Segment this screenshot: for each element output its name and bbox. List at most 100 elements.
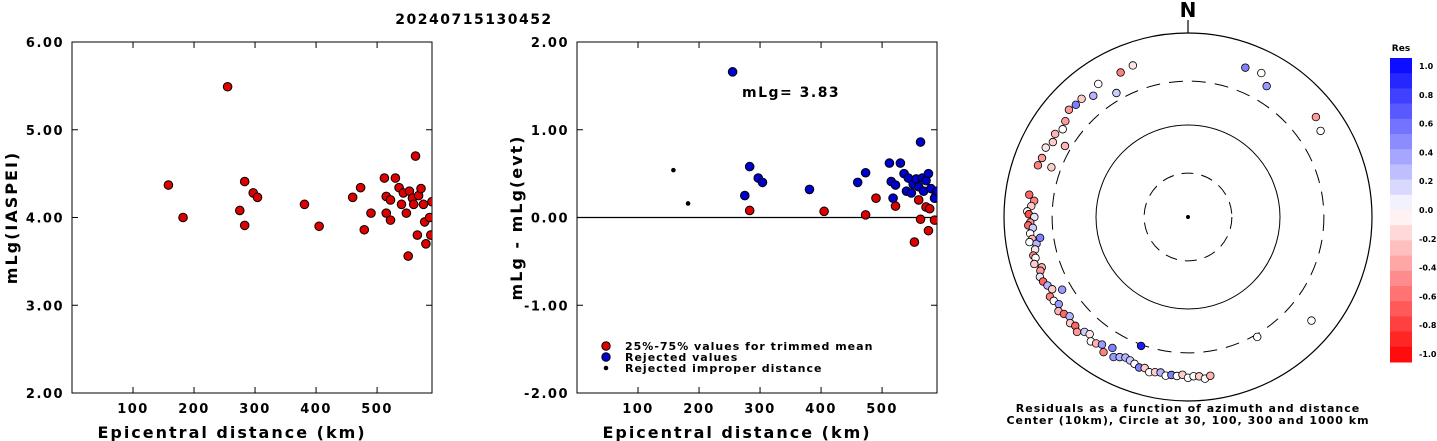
center-point: [1186, 215, 1190, 219]
colorbar-label: 1.0: [1419, 62, 1434, 71]
trimmed-point: [744, 205, 755, 216]
station-point: [1257, 68, 1266, 78]
data-point: [403, 251, 414, 261]
points-group: [163, 81, 432, 261]
trimmed-point: [890, 201, 901, 211]
colorbar-swatch: [1390, 134, 1412, 150]
rejected-point: [860, 167, 871, 178]
y-axis-title: mLg - mLg(evt): [507, 135, 526, 301]
station-point: [1072, 327, 1082, 337]
rejected-point: [739, 190, 750, 201]
colorbar-label: -1.0: [1419, 350, 1437, 359]
station-point: [1108, 343, 1117, 353]
x-axis-title: Epicentral distance (km): [602, 423, 871, 441]
colorbar-swatch: [1390, 225, 1412, 241]
x-tick-label: 300: [744, 402, 776, 417]
colorbar-swatch: [1390, 88, 1412, 105]
legend-marker: [601, 352, 611, 362]
trimmed-point: [860, 210, 871, 220]
station-point: [1054, 299, 1063, 309]
data-point: [239, 220, 250, 231]
data-point: [424, 212, 432, 223]
points-group: [1023, 61, 1325, 383]
station-point: [1030, 259, 1039, 269]
data-point: [390, 173, 401, 183]
x-tick-label: 300: [239, 402, 271, 417]
data-point: [385, 195, 396, 205]
data-point: [408, 199, 419, 210]
data-point: [347, 192, 358, 203]
x-tick-label: 200: [178, 402, 210, 417]
station-point: [1061, 116, 1070, 126]
data-point: [396, 199, 407, 210]
colorbar-swatch: [1390, 270, 1412, 287]
colorbar-swatch: [1390, 73, 1412, 89]
y-tick-label: 6.00: [26, 36, 64, 51]
colorbar-swatch: [1390, 301, 1412, 317]
trimmed-point: [819, 206, 829, 217]
ring-30km: [1143, 172, 1233, 262]
plot-frame: [71, 41, 433, 394]
data-point: [385, 215, 396, 225]
station-point: [1057, 285, 1067, 294]
colorbar-label: 0.0: [1419, 206, 1434, 215]
station-point: [1316, 126, 1325, 136]
rejected-point: [884, 158, 895, 168]
station-point: [1047, 285, 1057, 294]
station-point: [1099, 347, 1108, 357]
colorbar-label: -0.6: [1419, 292, 1437, 301]
legend: 25%-75% values for trimmed mean Rejected …: [601, 340, 873, 375]
y-tick-label: 1.00: [531, 124, 569, 139]
station-point: [1047, 163, 1056, 172]
data-point: [381, 208, 392, 218]
station-point: [1077, 94, 1086, 104]
station-point: [1058, 125, 1067, 134]
rejected-point: [890, 180, 901, 190]
trimmed-point: [924, 203, 935, 214]
y-tick-label: 3.00: [26, 299, 64, 314]
y-tick-label: -1.00: [524, 299, 569, 314]
colorbar-swatch: [1390, 164, 1412, 181]
colorbar-swatch: [1390, 58, 1412, 74]
data-point: [314, 221, 324, 232]
station-point: [1307, 316, 1316, 325]
colorbar-swatch: [1390, 118, 1412, 135]
legend-label: Rejected improper distance: [625, 362, 822, 375]
trimmed-point: [923, 225, 934, 236]
station-point: [1025, 237, 1034, 247]
data-point: [425, 230, 432, 240]
rejected-point: [915, 137, 926, 147]
colorbar-swatch: [1390, 103, 1412, 120]
data-point: [421, 239, 431, 249]
colorbar-label: 0.6: [1419, 120, 1434, 129]
data-point: [410, 151, 421, 161]
station-point: [1060, 141, 1070, 151]
data-point: [366, 208, 376, 218]
x-tick-label: 500: [866, 402, 898, 417]
legend-marker: [603, 365, 609, 371]
legend-label: 25%-75% values for trimmed mean: [625, 340, 873, 353]
colorbar-swatch: [1390, 316, 1412, 333]
trimmed-point: [915, 214, 926, 225]
station-point: [1094, 79, 1103, 89]
improper-distance-point: [685, 201, 691, 206]
station-point: [1050, 129, 1060, 139]
north-label: N: [1180, 0, 1197, 22]
colorbar-title: Res: [1392, 44, 1410, 54]
x-tick-label: 200: [683, 402, 715, 417]
data-point: [412, 230, 423, 240]
colorbar-swatch: [1390, 194, 1412, 211]
data-point: [299, 199, 310, 210]
colorbar-swatch: [1390, 346, 1412, 363]
trimmed-point: [871, 193, 881, 203]
data-point: [379, 173, 390, 183]
station-point: [1253, 332, 1262, 342]
station-point: [1241, 63, 1250, 72]
station-point: [1048, 137, 1058, 147]
colorbar-label: 0.8: [1419, 91, 1434, 100]
colorbar-label: -0.2: [1419, 235, 1437, 244]
improper-distance-point: [671, 167, 676, 173]
x-axis-title: Epicentral distance (km): [97, 423, 366, 441]
station-point: [1033, 161, 1043, 170]
points-group: [671, 67, 937, 247]
